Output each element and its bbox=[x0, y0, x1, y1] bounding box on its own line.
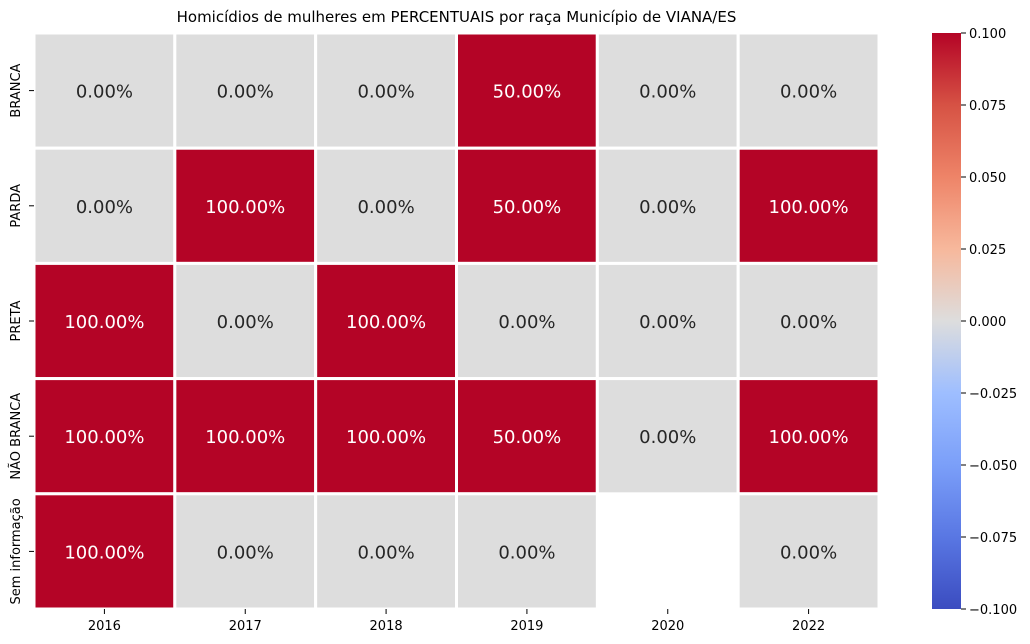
cell-value-label: 0.00% bbox=[639, 427, 696, 448]
colorbar-tick-label: 0.000 bbox=[969, 315, 1006, 330]
cell-value-label: 0.00% bbox=[217, 312, 274, 333]
colorbar-gradient bbox=[932, 33, 961, 609]
cell-value-label: 0.00% bbox=[76, 82, 133, 103]
y-axis-ticks: BRANCA PARDA PRETA NÃO BRANCA Sem informação bbox=[8, 63, 34, 605]
cell-value-label: 0.00% bbox=[639, 82, 696, 103]
heatmap-cell bbox=[314, 261, 458, 381]
colorbar-tick-label: −0.025 bbox=[969, 387, 1017, 402]
x-tick-label: 2020 bbox=[651, 619, 684, 634]
colorbar-tick-label: −0.100 bbox=[969, 603, 1017, 618]
heatmap-cell bbox=[32, 261, 177, 381]
cell-value-label: 0.00% bbox=[639, 197, 696, 218]
cell-value-label: 0.00% bbox=[498, 542, 555, 563]
cell-value-label: 0.00% bbox=[217, 82, 274, 103]
cell-value-label: 0.00% bbox=[357, 197, 414, 218]
chart-title: Homicídios de mulheres em PERCENTUAIS po… bbox=[176, 8, 737, 26]
cell-value-label: 100.00% bbox=[205, 197, 285, 218]
x-axis-ticks: 2016 2017 2018 2019 2020 2022 bbox=[88, 609, 825, 634]
heatmap-cell bbox=[736, 146, 881, 265]
heatmap-cell bbox=[32, 377, 177, 496]
cell-value-label: 100.00% bbox=[64, 312, 144, 333]
cell-value-label: 50.00% bbox=[493, 427, 562, 448]
heatmap-cell bbox=[173, 146, 318, 265]
cell-value-label: 0.00% bbox=[498, 312, 555, 333]
cell-value-label: 0.00% bbox=[217, 542, 274, 563]
colorbar: −0.100 −0.075 −0.050 −0.025 0.000 0.025 0.050 0… bbox=[932, 27, 1017, 618]
cell-value-label: 0.00% bbox=[357, 82, 414, 103]
heatmap-cell bbox=[736, 261, 881, 381]
y-tick-label: PRETA bbox=[9, 300, 24, 341]
heatmap-cell bbox=[173, 261, 318, 381]
colorbar-tick-label: −0.075 bbox=[969, 531, 1017, 546]
heatmap-cell bbox=[736, 31, 881, 150]
heatmap-cell bbox=[314, 146, 458, 265]
heatmap-cell bbox=[455, 492, 599, 611]
x-tick-label: 2017 bbox=[229, 619, 262, 634]
cell-value-label: 100.00% bbox=[346, 312, 426, 333]
cell-value-label: 0.00% bbox=[76, 197, 133, 218]
cell-value-label: 0.00% bbox=[780, 312, 837, 333]
cell-value-label: 50.00% bbox=[493, 82, 562, 103]
heatmap-cell bbox=[32, 146, 177, 265]
cell-value-label: 50.00% bbox=[493, 197, 562, 218]
x-tick-label: 2018 bbox=[370, 619, 403, 634]
cell-value-label: 0.00% bbox=[639, 312, 696, 333]
y-tick-label: NÃO BRANCA bbox=[8, 393, 24, 480]
cell-value-label: 100.00% bbox=[769, 427, 849, 448]
y-tick-label: PARDA bbox=[9, 184, 24, 228]
colorbar-tick-label: 0.075 bbox=[969, 99, 1006, 114]
colorbar-tick-label: 0.025 bbox=[969, 243, 1006, 258]
x-tick-label: 2022 bbox=[792, 619, 825, 634]
cell-value-label: 100.00% bbox=[64, 427, 144, 448]
cell-value-label: 100.00% bbox=[346, 427, 426, 448]
colorbar-tick-label: 0.050 bbox=[969, 171, 1006, 186]
cell-value-label: 0.00% bbox=[780, 542, 837, 563]
cell-value-label: 100.00% bbox=[769, 197, 849, 218]
heatmap-cells: 0.00% 0.00% 0.00% 50.00% 0.00% 0.00% 0.00% 100.… bbox=[32, 31, 881, 611]
cell-value-label: 100.00% bbox=[64, 542, 144, 563]
y-tick-label: Sem informação bbox=[9, 498, 24, 604]
cell-value-label: 0.00% bbox=[780, 82, 837, 103]
heatmap-cell bbox=[595, 146, 740, 265]
cell-value-label: 100.00% bbox=[205, 427, 285, 448]
heatmap-cell bbox=[736, 492, 881, 611]
x-tick-label: 2019 bbox=[510, 619, 543, 634]
x-tick-label: 2016 bbox=[88, 619, 121, 634]
heatmap-cell bbox=[32, 492, 177, 611]
colorbar-tick-label: 0.100 bbox=[969, 27, 1006, 42]
cell-value-label: 0.00% bbox=[357, 542, 414, 563]
colorbar-tick-label: −0.050 bbox=[969, 459, 1017, 474]
heatmap-cell bbox=[314, 492, 458, 611]
heatmap-cell bbox=[736, 377, 881, 496]
y-tick-label: BRANCA bbox=[9, 63, 24, 117]
